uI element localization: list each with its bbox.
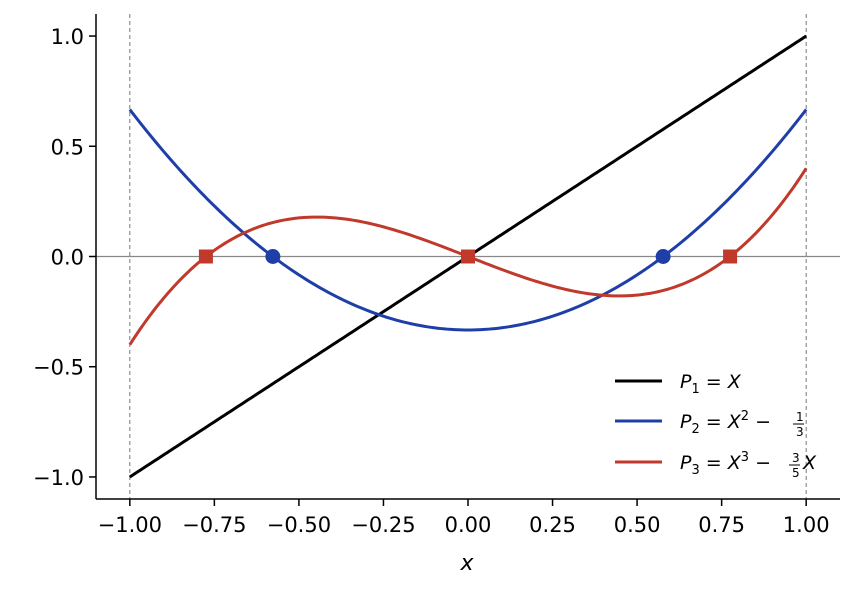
y-tick-label: −0.5 <box>33 356 84 380</box>
y-tick-label: 0.5 <box>51 135 84 159</box>
legend-label-p3-tail: X <box>802 452 817 474</box>
svg-text:3: 3 <box>792 451 800 465</box>
x-tick-label: 1.00 <box>783 513 830 537</box>
root-markers <box>198 249 738 264</box>
x-ticks: −1.00 −0.75 −0.50 −0.25 0.00 0.25 0.50 0.75 1.00 <box>98 499 830 537</box>
x-tick-label: −1.00 <box>98 513 162 537</box>
root-marker-p3-1 <box>461 249 475 264</box>
x-tick-label: 0.00 <box>445 513 492 537</box>
legend-label-p3: P3 = X3 − <box>680 450 771 478</box>
legend-label-p2: P2 = X2 − <box>680 409 771 437</box>
svg-text:5: 5 <box>792 466 800 480</box>
x-tick-label: 0.50 <box>614 513 661 537</box>
root-marker-p2-0 <box>265 249 281 264</box>
svg-text:3: 3 <box>796 425 804 439</box>
y-tick-label: −1.0 <box>33 466 84 490</box>
legend: P1 = X P2 = X2 − 1 3 P3 = X3 − 3 5 X <box>615 371 817 480</box>
series-line-p2 <box>128 108 808 332</box>
x-axis-label: x <box>459 551 474 576</box>
y-ticks: −1.0 −0.5 0.0 0.5 1.0 <box>33 25 96 490</box>
x-tick-label: −0.75 <box>182 513 246 537</box>
root-marker-p2-1 <box>655 249 671 264</box>
x-tick-label: 0.75 <box>698 513 745 537</box>
y-tick-label: 1.0 <box>51 25 84 49</box>
svg-text:1: 1 <box>796 410 804 424</box>
legend-label-p1: P1 = X <box>680 371 742 397</box>
x-tick-label: 0.25 <box>529 513 576 537</box>
y-tick-label: 0.0 <box>51 246 84 270</box>
x-tick-label: −0.25 <box>351 513 415 537</box>
legend-fraction-p2: 1 3 <box>793 410 804 439</box>
legend-fraction-p3: 3 5 <box>789 451 800 480</box>
x-tick-label: −0.50 <box>267 513 331 537</box>
root-marker-p3-0 <box>198 249 213 264</box>
root-marker-p3-2 <box>723 249 738 264</box>
